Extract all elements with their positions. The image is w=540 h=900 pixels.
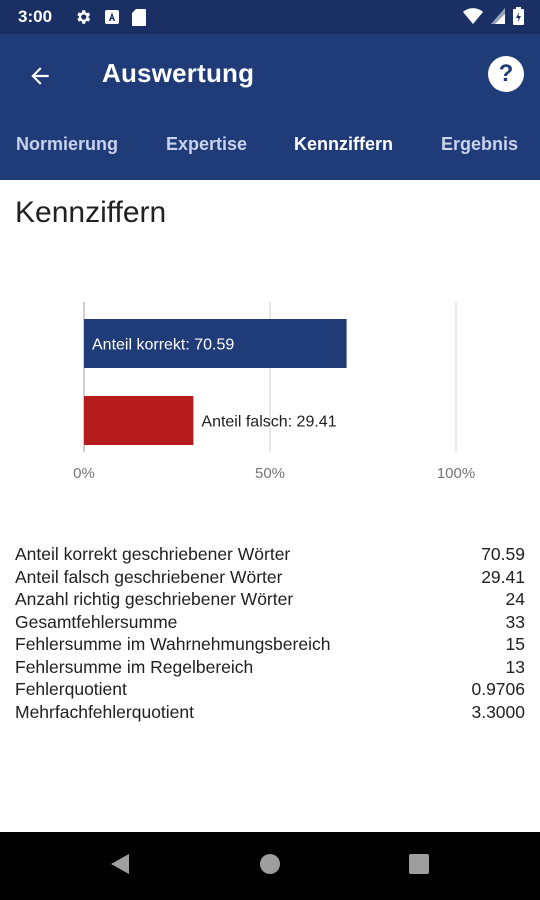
tab-bar: Normierung Expertise Kennziffern Ergebni…: [0, 122, 540, 174]
x-tick-label: 0%: [73, 465, 95, 482]
stat-label: Anzahl richtig geschriebener Wörter: [15, 589, 294, 609]
status-icons-left: [74, 8, 146, 31]
stat-label: Fehlerquotient: [15, 679, 127, 699]
wifi-icon: [463, 8, 483, 29]
system-nav-bar: [0, 832, 540, 900]
stat-value: 13: [505, 656, 525, 677]
stat-value: 3.3000: [471, 701, 525, 722]
page-title: Auswertung: [102, 58, 255, 88]
tab-normierung[interactable]: Normierung: [16, 134, 119, 154]
battery-icon: [513, 7, 524, 30]
tab-ergebnis[interactable]: Ergebnis: [441, 134, 519, 154]
tab-kennziffern[interactable]: Kennziffern: [294, 134, 393, 154]
stat-row-gesamtfehlersumme: Gesamtfehlersumme 33: [15, 611, 525, 634]
help-button[interactable]: ?: [488, 56, 524, 92]
stat-value: 24: [505, 589, 525, 609]
stat-label: Anteil falsch geschriebener Wörter: [15, 566, 283, 587]
stat-label: Fehlersumme im Wahrnehmungsbereich: [15, 634, 331, 654]
bar-data-label: Anteil falsch: 29.41: [201, 414, 336, 431]
stat-row-mehrfachfehlerquotient: Mehrfachfehlerquotient 3.3000: [15, 701, 525, 724]
tab-expertise[interactable]: Expertise: [166, 134, 248, 154]
stat-label: Anteil korrekt geschriebener Wörter: [15, 544, 291, 564]
arrow-back-icon: [27, 63, 53, 94]
status-time: 3:00: [18, 7, 53, 26]
signal-icon: [491, 8, 505, 29]
bar: [84, 396, 194, 445]
status-bar: 3:00: [0, 0, 540, 34]
help-icon: ?: [498, 60, 514, 87]
section-title: Kennziffern: [15, 196, 167, 229]
keyboard-a-icon: [104, 9, 120, 30]
stat-label: Gesamtfehlersumme: [15, 611, 178, 632]
stat-row-regelbereich: Fehlersumme im Regelbereich 13: [15, 656, 525, 679]
bar: [84, 319, 347, 368]
stat-row-anteil-falsch: Anteil falsch geschriebener Wörter 29.41: [15, 566, 525, 589]
stats-list: Anteil korrekt geschriebener Wörter 70.5…: [15, 543, 525, 723]
stat-row-anzahl-richtig: Anzahl richtig geschriebener Wörter 24: [15, 588, 525, 611]
stat-row-anteil-korrekt: Anteil korrekt geschriebener Wörter 70.5…: [15, 543, 525, 566]
back-button[interactable]: [18, 56, 62, 100]
chart-svg: 0% 50% 100% Anteil korrekt: 70.59 Anteil fal…: [73, 302, 475, 482]
stat-label: Fehlersumme im Regelbereich: [15, 656, 254, 677]
x-tick-label: 50%: [255, 465, 285, 482]
bar-data-label: Anteil korrekt: 70.59: [92, 337, 234, 354]
nav-home-button[interactable]: [254, 850, 286, 882]
nav-recents-button[interactable]: [403, 850, 435, 882]
x-tick-label: 100%: [437, 465, 475, 482]
stat-value: 33: [505, 611, 525, 632]
stat-row-wahrnehmungsbereich: Fehlersumme im Wahrnehmungsbereich 15: [15, 633, 525, 656]
square-recents-icon: [408, 853, 430, 880]
triangle-back-icon: [109, 852, 131, 881]
circle-home-icon: [259, 853, 281, 880]
stat-value: 0.9706: [471, 679, 525, 699]
status-icons-right: [463, 7, 524, 30]
nav-back-button[interactable]: [104, 850, 136, 882]
sd-card-icon: [132, 8, 146, 31]
stat-row-fehlerquotient: Fehlerquotient 0.9706: [15, 678, 525, 701]
stat-value: 15: [505, 634, 525, 654]
bar-chart: 0% 50% 100% Anteil korrekt: 70.59 Anteil fal…: [0, 290, 540, 490]
stat-value: 29.41: [481, 566, 525, 587]
stat-value: 70.59: [481, 544, 525, 564]
app-bar: Auswertung ? Normierung Expertise Kennzi…: [0, 34, 540, 180]
stat-label: Mehrfachfehlerquotient: [15, 701, 194, 722]
gear-icon: [74, 8, 92, 31]
